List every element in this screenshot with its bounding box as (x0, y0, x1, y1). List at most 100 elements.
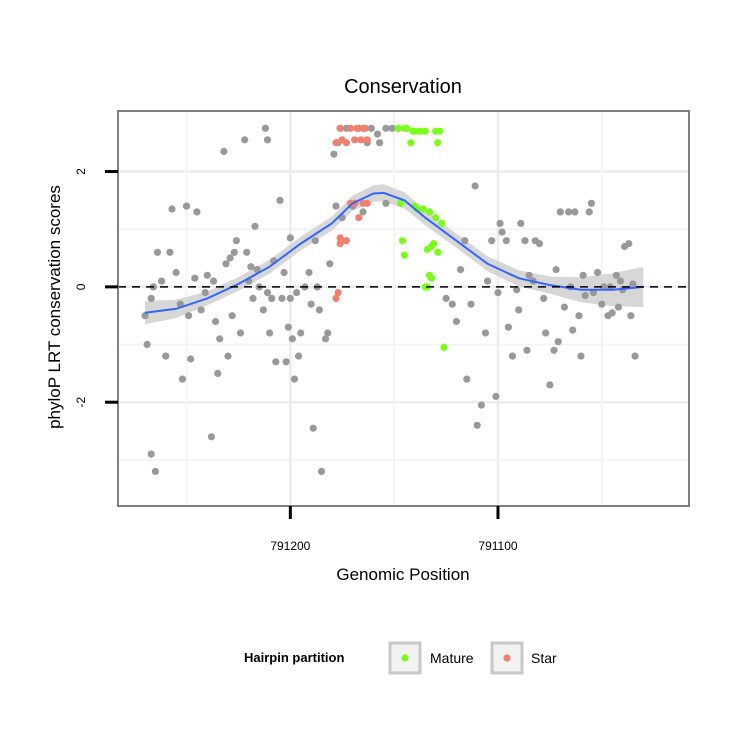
point-other (282, 358, 290, 366)
point-star (332, 294, 340, 302)
point-other (286, 234, 294, 242)
point-other (359, 208, 367, 216)
point-other (201, 289, 209, 297)
point-other (147, 294, 155, 302)
point-other (193, 208, 201, 216)
point-other (571, 208, 579, 216)
point-other (513, 286, 521, 294)
point-mature (434, 248, 442, 256)
legend-star-dot (503, 654, 511, 662)
point-other (266, 329, 274, 337)
y-tick-label: -2 (74, 397, 88, 408)
point-other (554, 338, 562, 346)
point-other (241, 136, 249, 144)
point-other (143, 340, 151, 349)
point-other (212, 317, 220, 326)
point-other (565, 208, 573, 216)
point-other (457, 266, 465, 274)
point-other (290, 375, 299, 383)
point-other (226, 254, 234, 262)
point-other (461, 237, 469, 245)
legend-key-mature (388, 641, 422, 675)
point-other (232, 237, 240, 245)
smooth-line-path (144, 191, 644, 314)
point-star (336, 240, 344, 248)
point-other (508, 352, 517, 360)
point-other (625, 240, 633, 248)
point-other (367, 124, 375, 132)
y-axis-title: phyloP LRT conservation scores (45, 185, 64, 429)
point-mature (432, 214, 440, 222)
legend: Hairpin partition Mature Star (244, 641, 557, 675)
point-other (463, 375, 471, 383)
point-other (293, 289, 301, 297)
point-mature (396, 199, 404, 207)
point-star (336, 124, 344, 132)
point-mature (394, 124, 402, 132)
chart-title: Conservation (344, 76, 462, 98)
point-other (594, 268, 602, 277)
point-other (471, 182, 479, 190)
point-mature (400, 251, 409, 259)
point-mature (419, 205, 427, 213)
point-star (334, 289, 342, 297)
point-mature (398, 237, 407, 245)
point-other (172, 268, 180, 277)
plot-background (118, 111, 689, 506)
point-star (342, 237, 350, 245)
point-other (523, 346, 531, 354)
point-other (214, 369, 222, 377)
legend-title: Hairpin partition (244, 650, 344, 665)
point-other (569, 326, 577, 334)
point-mature (425, 208, 434, 216)
point-other (496, 219, 504, 227)
point-other (587, 199, 596, 207)
point-other (305, 268, 313, 277)
point-other (376, 139, 384, 147)
point-other (579, 271, 587, 279)
y-tick-label: 0 (74, 283, 88, 290)
point-other (631, 352, 639, 360)
point-mature (403, 124, 411, 132)
point-other (612, 271, 620, 279)
point-other (191, 274, 199, 282)
legend-label-star: Star (531, 650, 557, 666)
point-other (467, 300, 475, 308)
point-other (382, 199, 390, 207)
plot-panel (118, 111, 689, 506)
point-other (153, 248, 162, 256)
point-other (629, 280, 637, 288)
point-other (556, 208, 564, 216)
point-other (220, 147, 228, 155)
point-other (222, 260, 230, 268)
point-other (224, 352, 232, 360)
point-mature (413, 205, 421, 213)
point-other (330, 150, 338, 158)
point-other (608, 309, 616, 317)
point-other (373, 130, 382, 138)
point-other (542, 329, 550, 337)
point-other (151, 467, 159, 475)
point-other (182, 202, 191, 210)
point-other (263, 136, 272, 144)
point-other (141, 312, 149, 320)
point-other (209, 277, 218, 285)
point-other (332, 202, 340, 210)
point-other (228, 312, 236, 320)
point-other (297, 329, 305, 337)
point-mature (440, 343, 448, 351)
point-other (494, 289, 502, 297)
x-tick-label: 791100 (478, 539, 517, 553)
point-other (575, 312, 583, 320)
point-other (249, 294, 257, 302)
point-other (540, 294, 548, 302)
point-other (388, 124, 396, 132)
smooth-trend-line (144, 191, 644, 314)
point-mature (434, 139, 442, 147)
point-other (521, 237, 529, 245)
point-other (550, 346, 558, 354)
point-other (259, 306, 267, 314)
point-other (627, 312, 635, 320)
point-other (207, 433, 215, 441)
point-other (311, 237, 319, 245)
